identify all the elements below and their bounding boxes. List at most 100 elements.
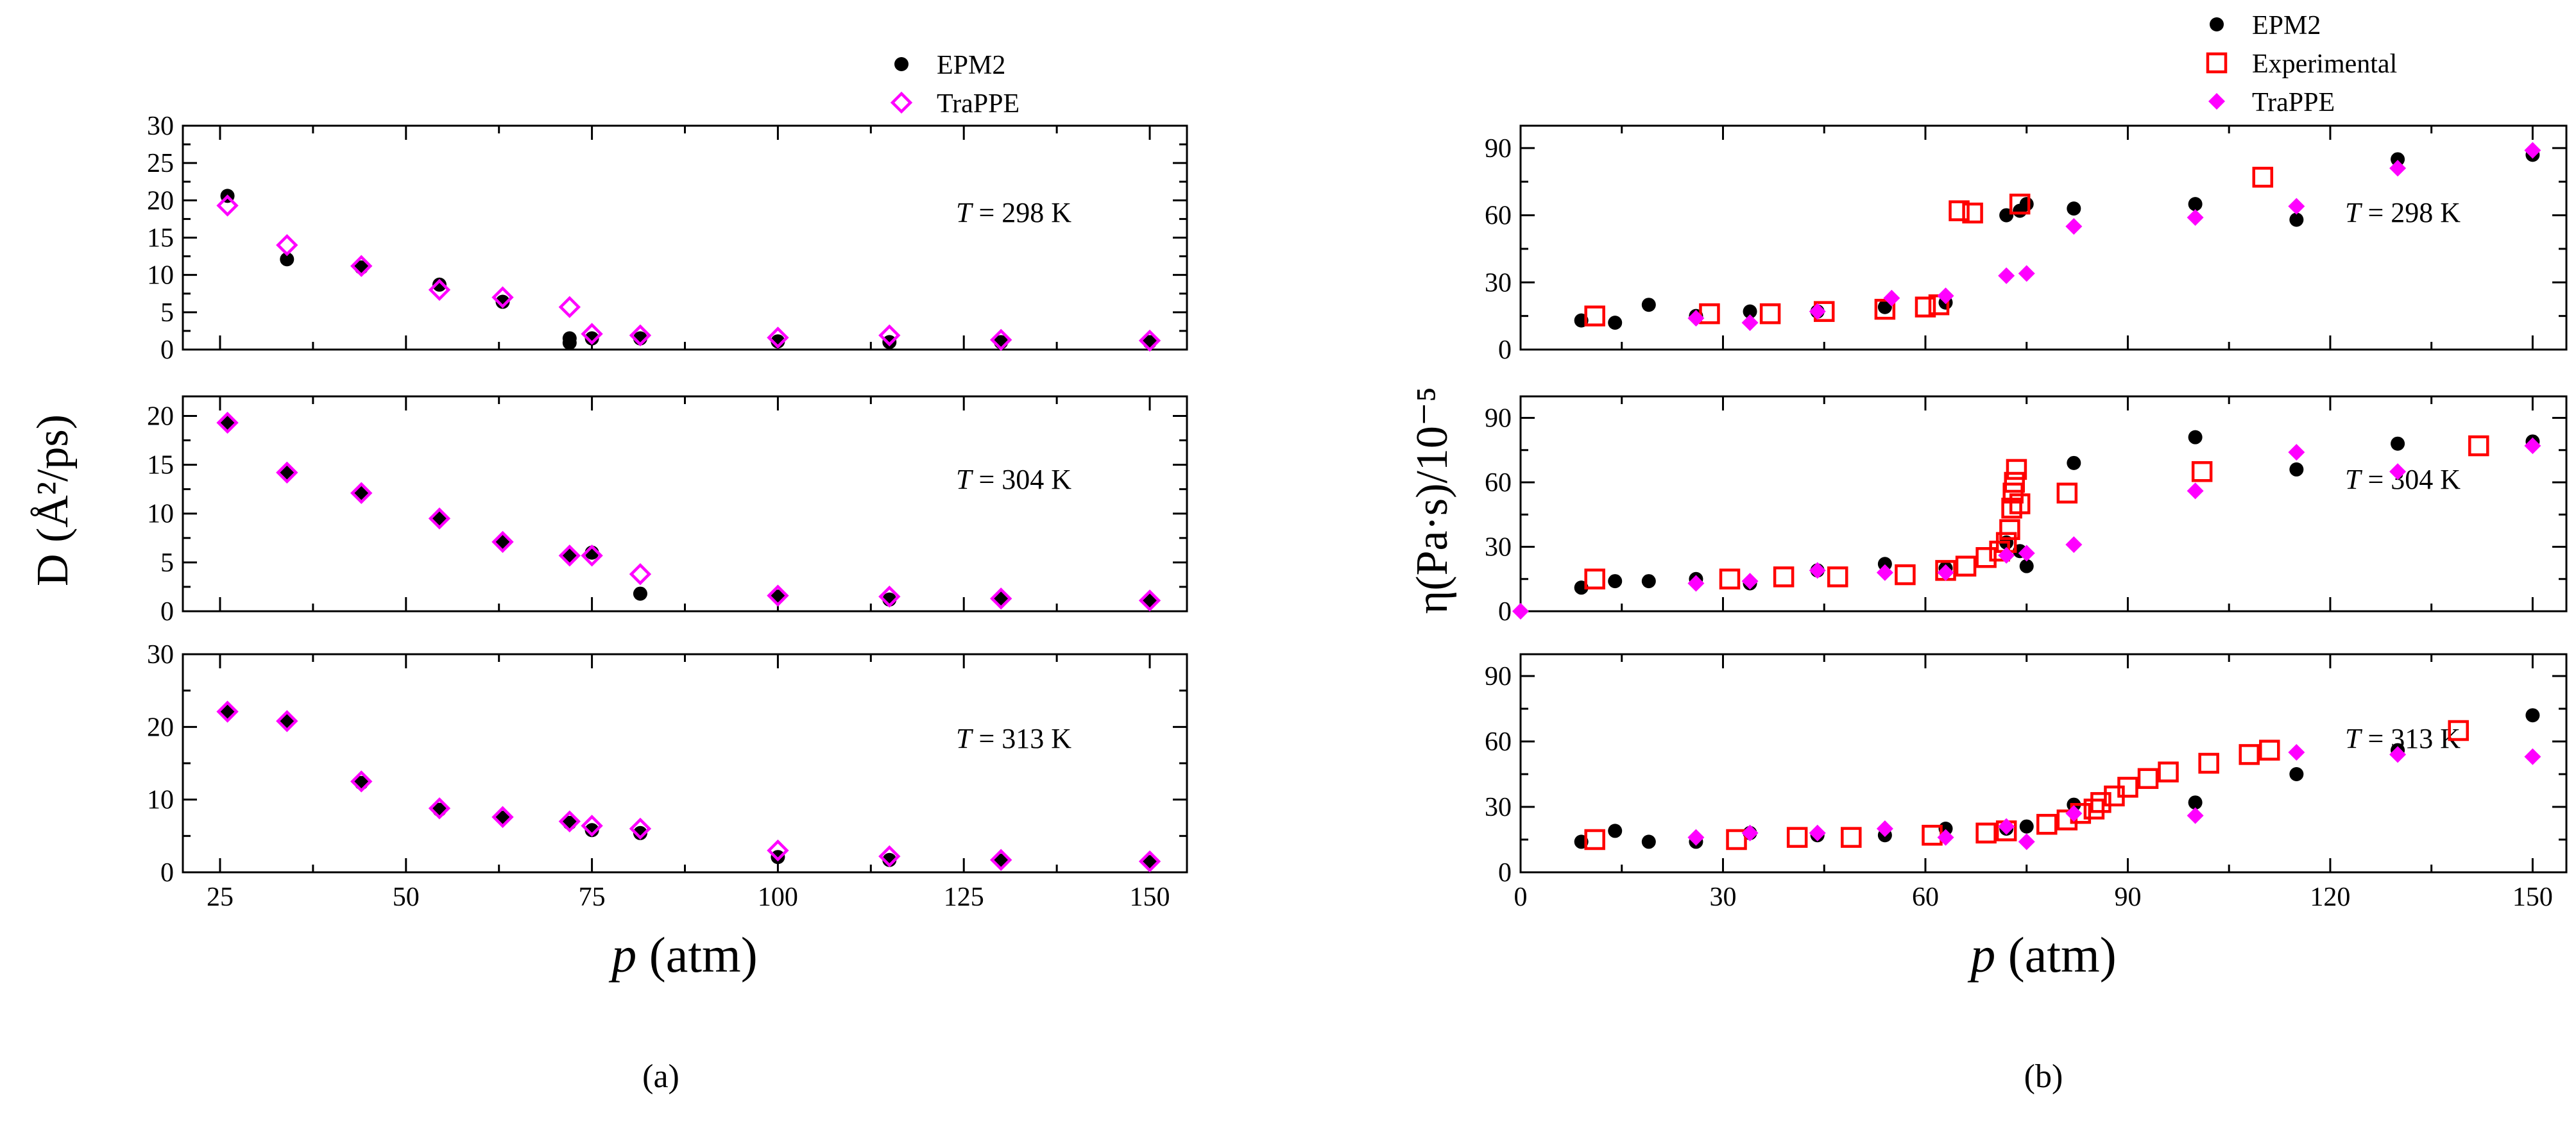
point-epm2 [584,823,599,838]
chart-a-panel-3: 0 10 20 30 25 50 75 100 125 150 T = 313 K [147,640,1188,912]
point-trappe [1876,820,1893,837]
point-epm2 [2188,197,2203,212]
temperature-variable: T [2345,464,2363,495]
point-trappe [767,839,789,862]
point-trappe [276,710,298,732]
y-tick-label: 30 [147,112,174,141]
point-experimental [1874,298,1896,320]
temperature-variable: T [2345,197,2363,228]
point-epm2 [2188,795,2203,810]
legend-label-trappe: TraPPE [937,89,1019,119]
y-tick-label: 60 [1485,201,1512,231]
y-axis-label: D (Å²/ps) [28,414,78,586]
point-trappe [2524,142,2541,159]
series-trappe [216,194,1161,352]
series-epm2 [1574,148,2540,330]
point-trappe [558,545,581,567]
series-trappe [1687,744,2541,850]
legend-marker-experimental [2206,52,2228,74]
y-tick-label: 30 [1485,268,1512,298]
point-trappe [1138,329,1161,352]
point-trappe [216,700,239,723]
point-experimental [2137,768,2159,790]
point-trappe [767,584,789,607]
point-epm2 [562,335,577,350]
x-axis-unit: (atm) [1995,927,2116,983]
point-trappe [1741,573,1759,590]
series-epm2 [220,416,1157,608]
y-tick-label: 15 [147,224,174,253]
point-trappe [990,849,1012,871]
point-experimental [1975,547,1997,568]
point-experimental [1759,303,1781,325]
legend-marker-trappe [2208,93,2225,110]
point-experimental [2056,809,2078,831]
x-tick-label: 60 [1912,883,1939,912]
point-trappe [629,817,652,840]
y-tick-label: 25 [147,149,174,178]
y-tick-label: 0 [1498,858,1512,888]
plot-frame [182,395,1188,613]
point-experimental [1786,827,1808,848]
plot-frame [1519,653,2568,874]
x-tick-label: 75 [579,883,606,912]
point-experimental [2239,744,2260,765]
point-epm2 [1743,304,1757,319]
x-tick-label: 50 [393,883,420,912]
y-tick-label: 5 [160,298,174,328]
temperature-value: = 298 K [971,197,1071,228]
point-experimental [2002,482,2024,503]
point-trappe [1809,303,1826,320]
point-experimental [1841,827,1862,848]
x-tick-label: 150 [1130,883,1170,912]
series-trappe [1512,437,2541,620]
point-experimental [1719,568,1741,589]
x-tick-label: 30 [1709,883,1736,912]
point-experimental [1726,829,1747,850]
point-trappe [1687,310,1705,327]
point-epm2 [1641,834,1656,849]
point-trappe [767,326,789,349]
point-trappe [2018,545,2035,562]
point-epm2 [2067,201,2081,216]
temperature-label: T = 298 K [2345,197,2461,228]
point-epm2 [1608,824,1623,838]
point-trappe [2524,748,2541,765]
point-experimental [2468,435,2489,457]
point-trappe [1138,850,1161,873]
point-trappe [878,324,901,347]
subfigure-label: (a) [642,1058,679,1095]
point-experimental [1955,555,1977,577]
temperature-variable: T [956,464,974,495]
chart-a-panel-2: 0 5 10 15 20 T = 304 K [147,395,1188,627]
y-tick-label: 15 [147,451,174,480]
point-trappe [1741,314,1759,332]
series-epm2 [1574,430,2540,595]
point-experimental [2448,720,2469,741]
point-epm2 [771,850,785,865]
y-tick-label: 0 [1498,335,1512,365]
point-trappe [1876,564,1893,581]
y-tick-label: 5 [160,548,174,578]
point-trappe [2389,160,2407,177]
x-tick-label: 125 [944,883,984,912]
point-experimental [2198,752,2219,774]
point-trappe [1998,267,2015,284]
y-tick-label: 0 [160,858,174,888]
point-trappe [2288,744,2305,761]
plot-frame [182,653,1188,874]
point-epm2 [633,586,647,601]
point-trappe [428,797,451,820]
point-experimental [1699,303,1720,325]
point-experimental [2191,461,2213,482]
point-trappe [428,278,451,301]
temperature-value: = 304 K [2360,464,2461,495]
point-epm2 [2289,767,2304,781]
point-trappe [350,770,373,793]
plot-frame [1519,395,2568,613]
point-trappe [581,545,603,567]
point-trappe [878,585,901,608]
x-tick-label: 100 [758,883,798,912]
